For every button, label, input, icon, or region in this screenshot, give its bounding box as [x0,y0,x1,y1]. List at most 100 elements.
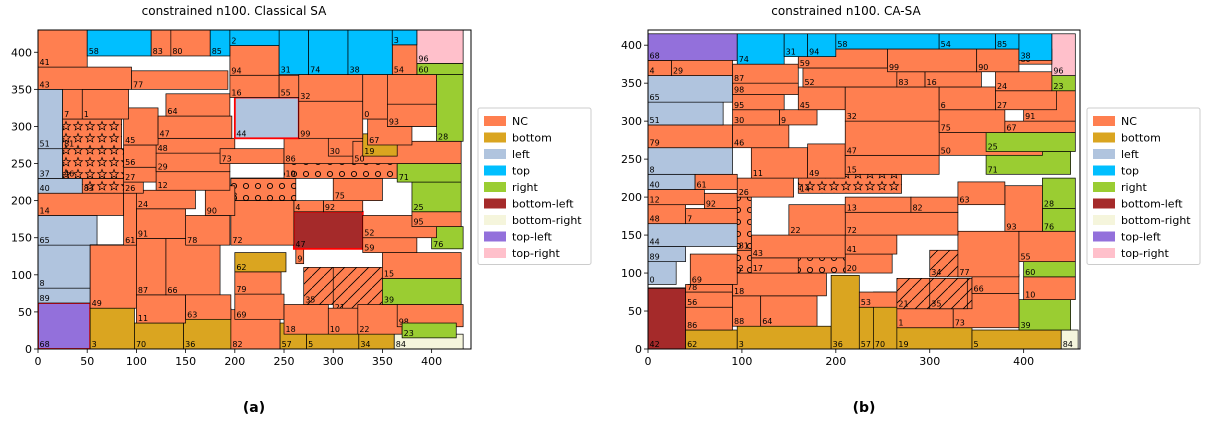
plot-frame [37,29,472,350]
rect-label: 68 [40,340,50,349]
y-tick-label: 400 [11,46,32,59]
rect-92: 92 [703,192,738,209]
rect-label: 16 [231,89,241,98]
rect-fill [81,88,129,120]
rect-fill [38,66,132,90]
legend-item-right: right [1093,181,1148,194]
panel-b-caption: (b) [853,400,876,416]
rect-label: 5 [974,340,979,349]
rect-label: 16 [927,78,937,87]
rect-fill [736,325,832,349]
rect-label: 72 [232,236,242,245]
rect-47: 47 [844,120,940,156]
x-tick-label: 300 [919,355,940,368]
y-tick-label: 50 [628,305,642,318]
rect-label: 6 [941,101,946,110]
rect-label: 11 [138,314,148,323]
rect-55: 55 [1018,230,1076,263]
rect-36: 36 [830,274,860,349]
rect-label: 7 [687,215,692,224]
rect-label: 74 [310,66,320,75]
rect-label: 44 [236,129,246,138]
panel-a-caption: (a) [243,400,265,416]
rect-54: 54 [391,44,418,75]
rect-24: 24 [136,189,196,210]
rect-label: 64 [167,107,177,116]
rect-label: 22 [359,325,369,334]
rect-label: 3 [92,340,97,349]
rect-25: 25 [411,181,462,213]
rect-label: 98 [399,318,409,327]
rect-fill [1018,33,1053,61]
rect-label: 19 [364,147,374,156]
legend-item-top-left: top-left [484,231,552,244]
y-tick-label: 350 [11,83,32,96]
rect-fill [887,48,978,73]
rect-label: 25 [413,203,423,212]
rect-label: 35 [305,295,315,304]
rect-41: 41 [38,30,88,68]
rect-label: 60 [418,66,428,75]
rect-label: 56 [687,298,697,307]
rect-fill [131,70,229,90]
rect-fill [788,204,846,236]
rect-fill [401,322,457,339]
rect-fill [123,107,159,146]
legend-swatch [484,182,506,192]
rect-94: 94 [229,45,280,76]
rect-85: 85 [995,33,1020,50]
rect-label: 61 [125,236,135,245]
rect-label: 40 [40,184,50,193]
rect-label: 70 [875,340,885,349]
rect-label: 30 [734,116,744,125]
rect-87: 87 [136,238,167,296]
rect-82: 82 [910,196,959,213]
rect-label: 3 [739,340,744,349]
rect-48: 48 [648,204,686,225]
rect-fill [185,294,232,320]
rect-label: 89 [650,253,660,262]
y-tick-label: 0 [635,343,642,356]
legend-label: NC [1121,115,1137,128]
rect-47: 47 [292,210,364,250]
rect-label: 41 [40,58,50,67]
rect-43: 43 [38,66,132,90]
rect-label: 12 [158,181,168,190]
rect-8: 8 [648,147,733,175]
rect-fill [382,278,462,305]
legend-item-right: right [484,181,539,194]
rect-label: 22 [790,226,800,235]
rect-4: 4 [293,200,324,213]
rect-hatch [929,278,968,309]
rect-10: 10 [1023,276,1076,300]
y-tick-label: 300 [621,115,642,128]
rect-label: 23 [1053,82,1063,91]
rect-label: 39 [384,295,394,304]
rect-77: 77 [131,70,229,90]
rect-label: 3 [394,36,399,45]
rect-99: 99 [887,48,978,73]
x-tick-label: 50 [80,355,94,368]
rect-label: 66 [974,285,984,294]
rect-top3: 3 [391,30,418,46]
x-tick-label: 200 [825,355,846,368]
rect-fill [298,100,364,139]
rect-label: 70 [136,340,146,349]
legend-label: bottom-left [512,198,574,211]
rect-fill [807,143,846,179]
panel-b-title: constrained n100. CA-SA [771,4,921,18]
y-tick-label: 350 [621,77,642,90]
rect-fill [750,234,846,259]
rect-30: 30 [732,109,780,126]
rect-83: 83 [896,71,926,88]
rect-label: 55 [281,89,291,98]
rect-6: 6 [938,86,996,111]
rect-label: 99 [889,63,899,72]
rect-93: 93 [387,103,437,127]
rect-label: 14 [40,206,50,215]
y-tick-label: 400 [621,39,642,52]
rect-label: 68 [650,51,660,60]
rect-label: 93 [389,117,399,126]
rect-label: 76 [1044,222,1054,231]
rect-label: 45 [800,101,810,110]
